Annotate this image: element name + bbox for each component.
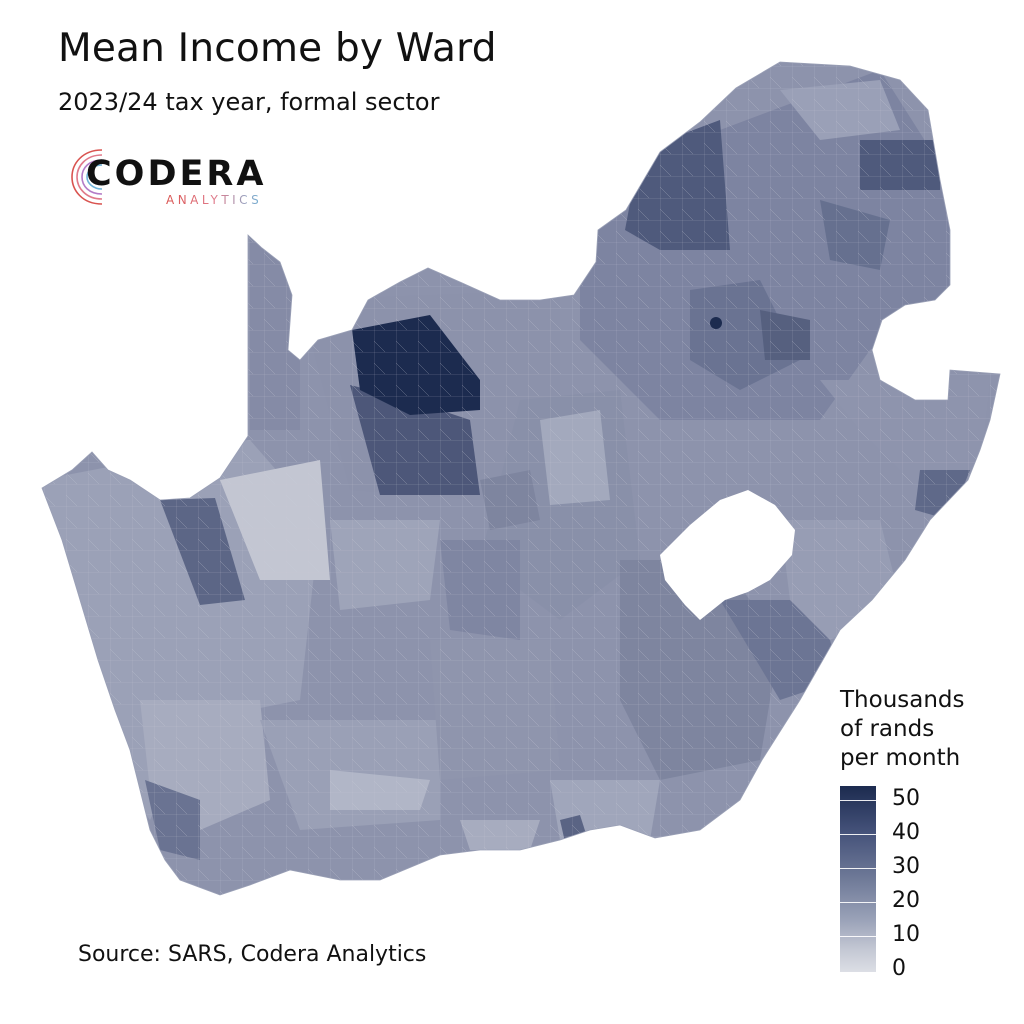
legend-tick-mark [840,800,876,801]
lesotho-hole [660,490,795,620]
map-subtitle: 2023/24 tax year, formal sector [58,88,440,116]
legend-tick-label: 30 [892,854,920,879]
eswatini-hole [875,300,948,400]
legend-tick-mark [840,834,876,835]
legend-title-line-2: of rands [840,716,935,742]
legend-title: Thousands of rands per month [840,686,965,773]
map-title: Mean Income by Ward [58,26,497,71]
legend-color-bar [840,786,876,972]
source-note: Source: SARS, Codera Analytics [78,942,427,967]
logo-tagline: ANALYTICS [166,193,263,207]
legend-tick-label: 20 [892,888,920,913]
legend-tick-label: 0 [892,956,906,981]
legend-title-line-1: Thousands [840,687,965,713]
legend-tick-label: 50 [892,786,920,811]
legend-tick-mark [840,868,876,869]
legend-tick-mark [840,902,876,903]
legend-tick-label: 40 [892,820,920,845]
legend-tick-label: 10 [892,922,920,947]
codera-logo: CODERA ANALYTICS [68,142,278,214]
logo-swirl-icon [71,149,103,205]
legend-title-line-3: per month [840,745,961,771]
legend-tick-mark [840,936,876,937]
logo-wordmark: CODERA [86,154,267,194]
